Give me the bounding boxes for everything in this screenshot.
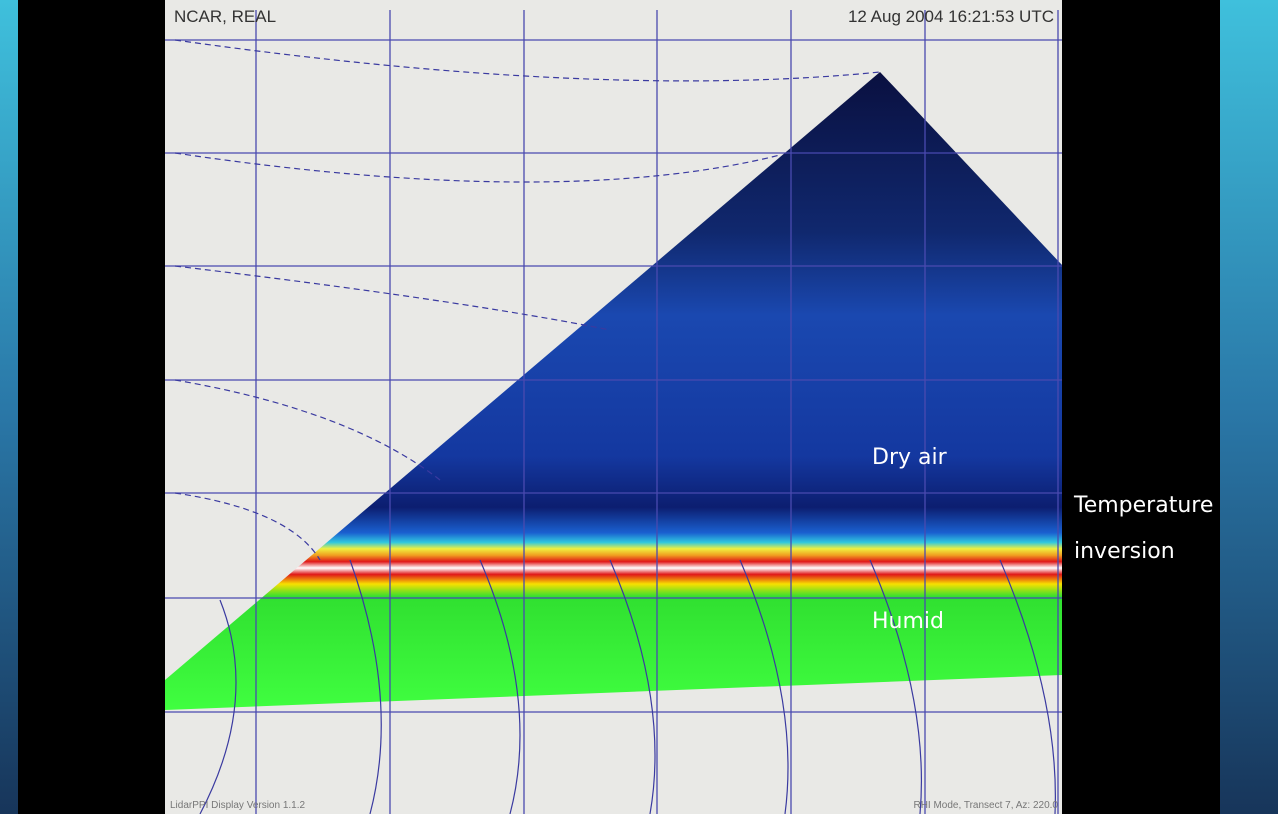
annotation-humid: Humid [872, 609, 944, 634]
annotation-inversion: inversion [1074, 539, 1175, 564]
header-left: NCAR, REAL [174, 7, 276, 26]
annotation-dry-air: Dry air [872, 445, 948, 470]
footer-left: LidarPPI Display Version 1.1.2 [170, 800, 306, 811]
annotation-temperature: Temperature [1073, 493, 1213, 518]
page: NCAR, REAL 12 Aug 2004 16:21:53 UTC Lida… [0, 0, 1278, 814]
header-right: 12 Aug 2004 16:21:53 UTC [848, 7, 1054, 26]
footer-right: RHI Mode, Transect 7, Az: 220.0 [913, 800, 1058, 811]
slide: NCAR, REAL 12 Aug 2004 16:21:53 UTC Lida… [0, 0, 1278, 814]
